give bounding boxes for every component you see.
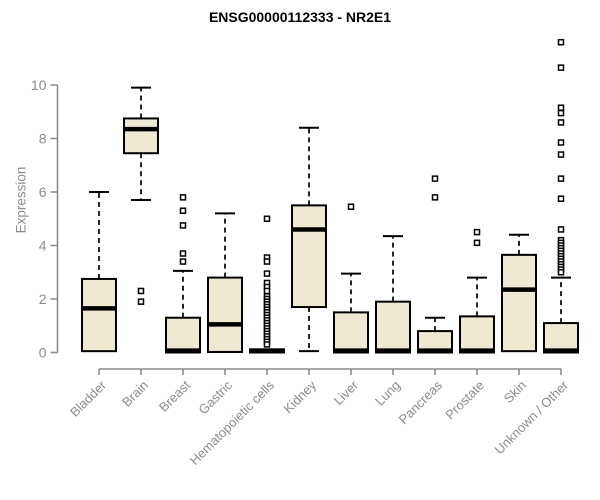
- boxplot-brain: [123, 86, 159, 305]
- boxplot-liver: [333, 203, 369, 354]
- x-tick-label: Brain: [119, 378, 151, 410]
- outlier-point: [557, 139, 565, 146]
- outlier-point: [179, 194, 187, 201]
- boxplot-prostate: [459, 228, 495, 354]
- outlier-point: [179, 258, 187, 265]
- x-tick-label: Gastric: [195, 377, 235, 417]
- boxplot-bladder: [81, 191, 117, 353]
- boxplot-breast: [165, 194, 201, 354]
- iqr-box: [207, 276, 243, 353]
- outlier-point: [557, 38, 565, 46]
- x-tick-label: Bladder: [67, 377, 110, 420]
- iqr-box: [291, 204, 327, 309]
- outlier-point: [263, 341, 271, 348]
- outlier-point: [557, 109, 565, 117]
- chart-title: ENSG00000112333 - NR2E1: [208, 9, 392, 25]
- outlier-point: [263, 287, 271, 295]
- boxplot-kidney: [291, 126, 327, 353]
- x-tick-label: Prostate: [442, 378, 487, 423]
- outlier-point: [557, 64, 565, 71]
- iqr-box: [81, 277, 117, 353]
- outlier-point: [179, 222, 187, 229]
- boxplot-skin: [501, 233, 537, 353]
- y-tick-label: 4: [39, 238, 47, 254]
- iqr-box: [333, 311, 369, 354]
- boxplot-gastric: [207, 212, 243, 353]
- y-tick-label: 0: [39, 345, 47, 361]
- boxplot-lung: [375, 235, 411, 354]
- y-tick-label: 8: [39, 131, 47, 147]
- iqr-box: [501, 253, 537, 353]
- y-tick-label: 2: [39, 291, 47, 307]
- x-tick-label: Skin: [501, 378, 529, 406]
- iqr-box: [123, 117, 159, 155]
- outlier-point: [431, 194, 439, 201]
- outlier-point: [557, 151, 565, 158]
- outlier-point: [179, 207, 187, 214]
- outlier-point: [263, 270, 271, 277]
- outlier-point: [263, 215, 271, 222]
- boxplot-pancreas: [417, 175, 453, 354]
- outlier-point: [179, 250, 187, 257]
- outlier-point: [263, 258, 271, 265]
- x-tick-label: Unknown / Other: [492, 377, 572, 457]
- boxplot-hematopoietic-cells: [249, 215, 285, 354]
- outlier-point: [473, 228, 481, 236]
- outlier-point: [557, 119, 565, 126]
- x-tick-label: Lung: [372, 378, 403, 409]
- outlier-point: [557, 104, 565, 111]
- outlier-point: [557, 195, 565, 202]
- y-tick-label: 6: [39, 184, 47, 200]
- y-tick-label: 10: [31, 77, 47, 93]
- outlier-point: [557, 175, 565, 182]
- outlier-point: [137, 298, 145, 305]
- x-tick-label: Pancreas: [396, 377, 446, 427]
- iqr-box: [543, 322, 579, 354]
- outlier-point: [557, 226, 565, 233]
- iqr-box: [375, 300, 411, 354]
- outlier-point: [347, 203, 355, 210]
- x-tick-label: Liver: [331, 377, 362, 408]
- x-tick-label: Kidney: [280, 377, 319, 416]
- iqr-box: [165, 316, 201, 354]
- boxplot-unknown-other: [543, 38, 579, 354]
- outlier-point: [557, 269, 565, 276]
- outlier-point: [473, 239, 481, 247]
- outlier-point: [137, 287, 145, 295]
- x-tick-label: Breast: [156, 377, 193, 414]
- outlier-point: [431, 175, 439, 182]
- iqr-box: [459, 315, 495, 354]
